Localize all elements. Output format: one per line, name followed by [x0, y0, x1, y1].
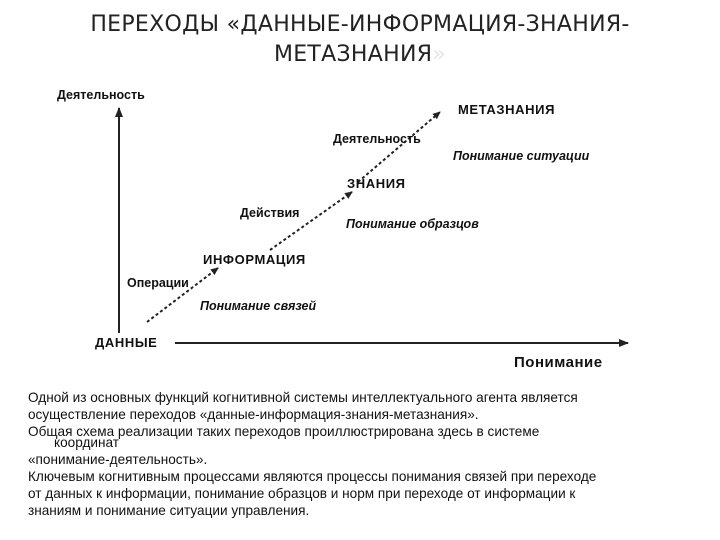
understanding-label-relations: Понимание связей: [200, 299, 316, 313]
title-line-2-text: МЕТАЗНАНИЯ: [273, 42, 433, 67]
level-label-metaknowledge: МЕТАЗНАНИЯ: [458, 102, 555, 117]
transition-arrow-information-to-knowledge: [269, 191, 353, 251]
activity-label-actions: Действия: [240, 206, 299, 220]
text-line: знаниям и понимание ситуации управления.: [28, 503, 310, 518]
text-line: от данных к информации, понимание образц…: [28, 486, 576, 501]
text-line: осуществление переходов «данные-информац…: [28, 407, 479, 422]
description-paragraph: Одной из основных функций когнитивной си…: [28, 389, 700, 519]
origin-label-data: ДАННЫЕ: [95, 335, 157, 350]
activity-label-activity: Деятельность: [333, 132, 421, 146]
title-line-1: ПЕРЕХОДЫ «ДАННЫЕ-ИНФОРМАЦИЯ-ЗНАНИЯ-: [90, 12, 630, 37]
understanding-label-situation: Понимание ситуации: [453, 149, 590, 163]
slide-title: ПЕРЕХОДЫ «ДАННЫЕ-ИНФОРМАЦИЯ-ЗНАНИЯ- МЕТА…: [0, 10, 720, 70]
text-line: Одной из основных функций когнитивной си…: [28, 390, 578, 405]
transition-arrow-knowledge-to-metaknowledge: [357, 111, 441, 183]
level-label-knowledge: ЗНАНИЯ: [347, 176, 406, 191]
y-axis-label: Деятельность: [57, 88, 145, 102]
text-line: координат: [54, 435, 119, 450]
level-label-information: ИНФОРМАЦИЯ: [203, 252, 306, 267]
understanding-label-patterns: Понимание образцов: [346, 217, 479, 231]
title-line-2: МЕТАЗНАНИЯ»: [0, 40, 720, 70]
text-line: Общая схема реализации таких переходов п…: [28, 424, 540, 439]
text-line: Ключевым когнитивным процессами являются…: [28, 469, 597, 484]
transition-arrow-data-to-information: [146, 267, 219, 323]
title-line-2-tail: »: [432, 42, 447, 67]
text-line: «понимание-деятельность».: [28, 452, 208, 467]
x-axis-label: Понимание: [514, 354, 603, 371]
activity-label-operations: Операции: [127, 276, 189, 290]
